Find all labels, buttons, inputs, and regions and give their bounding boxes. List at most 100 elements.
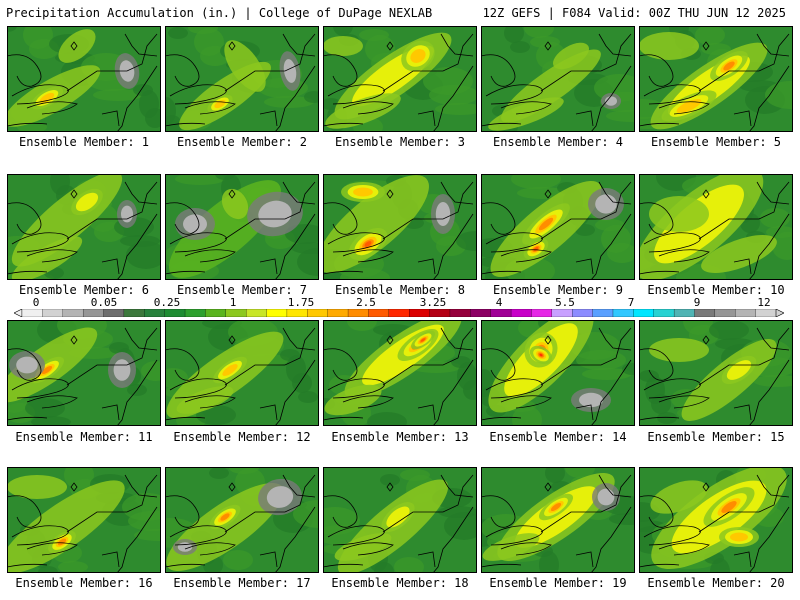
colorbar-swatch [673,309,696,317]
colorbar-swatch [694,309,716,317]
colorbar-tick-label: 0.25 [153,296,181,309]
colorbar-swatch [307,309,329,317]
ensemble-map-4 [481,26,635,132]
colorbar-swatch [592,309,614,317]
map-boundaries [165,181,316,280]
ensemble-member-label: Ensemble Member: 16 [15,576,153,590]
ensemble-map-16 [7,467,161,573]
map-boundaries [165,327,316,426]
map-boundaries [481,33,632,132]
ensemble-map-5 [639,26,793,132]
ensemble-map-15 [639,320,793,426]
colorbar-swatch [714,309,736,317]
map-boundaries [7,327,158,426]
colorbar-swatch [409,309,431,317]
colorbar-swatch [184,309,207,317]
colorbar-swatch [470,309,492,317]
ensemble-map-6 [7,174,161,280]
colorbar-swatch [164,309,186,317]
colorbar-swatch [286,309,308,317]
map-boundaries [639,474,790,573]
colorbar-swatch [21,309,44,317]
ensemble-map-7 [165,174,319,280]
precip-field [7,174,161,280]
ensemble-map-1 [7,26,161,132]
ensemble-map-14 [481,320,635,426]
precip-field [165,320,319,426]
ensemble-member-label: Ensemble Member: 10 [647,283,785,297]
precip-field [481,467,635,573]
ensemble-map-2 [165,26,319,132]
ensemble-member-label: Ensemble Member: 20 [647,576,785,590]
ensemble-map-19 [481,467,635,573]
map-boundaries [481,327,632,426]
colorbar-swatch [42,309,64,317]
colorbar-swatch [653,309,675,317]
ensemble-member-label: Ensemble Member: 11 [15,430,153,444]
ensemble-member-label: Ensemble Member: 17 [173,576,311,590]
ensemble-map-8 [323,174,477,280]
map-boundaries [481,181,632,280]
colorbar-swatch [755,309,777,317]
colorbar-swatch [633,309,655,317]
precip-field [639,26,793,132]
ensemble-member-label: Ensemble Member: 1 [18,135,150,149]
colorbar-tick-label: 0 [32,296,40,309]
colorbar-tick-label: 9 [693,296,701,309]
precip-field [7,467,161,573]
colorbar-swatch [266,309,288,317]
map-boundaries [481,474,632,573]
precip-field [481,26,635,132]
colorbar-swatch [144,309,166,317]
colorbar-swatch [246,309,268,317]
precip-field [481,320,635,426]
map-boundaries [7,33,158,132]
colorbar-swatch [551,309,573,317]
colorbar-tick-label: 3.25 [419,296,447,309]
precip-field [165,26,319,132]
ensemble-map-9 [481,174,635,280]
ensemble-member-label: Ensemble Member: 6 [18,283,150,297]
map-title: Precipitation Accumulation (in.) | Colle… [6,6,433,20]
precip-field [165,467,319,573]
precip-field [639,467,793,573]
map-boundaries [323,327,474,426]
ensemble-member-label: Ensemble Member: 7 [176,283,308,297]
precip-field [323,174,477,280]
ensemble-member-label: Ensemble Member: 9 [492,283,624,297]
precip-field [323,467,477,573]
colorbar-tick-label: 1 [229,296,237,309]
ensemble-member-label: Ensemble Member: 8 [334,283,466,297]
ensemble-member-label: Ensemble Member: 19 [489,576,627,590]
ensemble-map-20 [639,467,793,573]
ensemble-member-label: Ensemble Member: 14 [489,430,627,444]
precip-field [7,26,161,132]
colorbar-tick-label: 2.5 [356,296,376,309]
map-boundaries [639,181,790,280]
map-boundaries [7,474,158,573]
ensemble-member-label: Ensemble Member: 18 [331,576,469,590]
ensemble-member-label: Ensemble Member: 15 [647,430,785,444]
ensemble-member-label: Ensemble Member: 4 [492,135,624,149]
colorbar-swatch [103,309,125,317]
map-boundaries [7,181,158,280]
colorbar-swatch [388,309,410,317]
colorbar-swatch [123,309,145,317]
colorbar-tick-label: 12 [757,296,771,309]
colorbar-swatch [449,309,471,317]
colorbar-tick-label: 4 [495,296,503,309]
map-boundaries [165,474,316,573]
colorbar-swatch [205,309,227,317]
ensemble-member-label: Ensemble Member: 2 [176,135,308,149]
precip-field [639,320,793,426]
colorbar-swatch [612,309,635,317]
ensemble-member-label: Ensemble Member: 12 [173,430,311,444]
colorbar-swatch [347,309,370,317]
colorbar-swatch [510,309,533,317]
ensemble-member-label: Ensemble Member: 5 [650,135,782,149]
ensemble-map-11 [7,320,161,426]
precip-field [165,174,319,280]
colorbar-swatch [62,309,84,317]
colorbar-tick-label: 5.5 [555,296,575,309]
colorbar-tick-label: 1.75 [287,296,315,309]
